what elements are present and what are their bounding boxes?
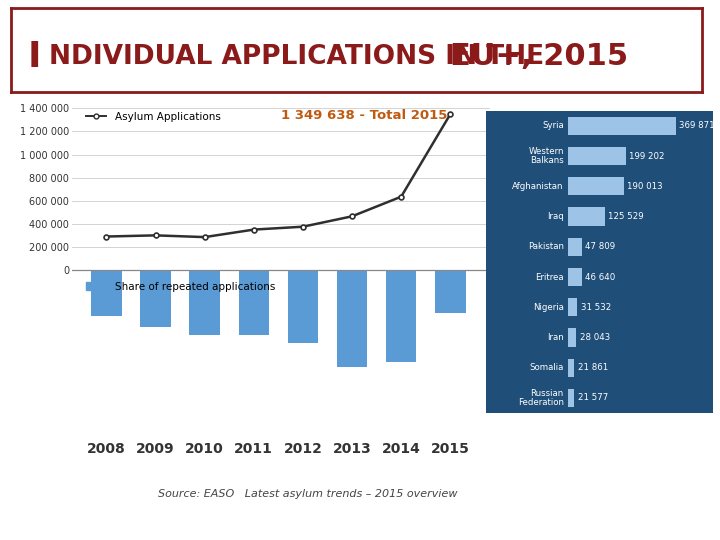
Bar: [288, 270, 318, 343]
Bar: [386, 270, 416, 362]
Legend: Asylum Applications: Asylum Applications: [81, 108, 225, 126]
Text: Afghanistan: Afghanistan: [512, 182, 564, 191]
Bar: [568, 328, 576, 347]
Bar: [568, 117, 676, 135]
Text: Russian
Federation: Russian Federation: [518, 389, 564, 407]
Text: Syria: Syria: [542, 122, 564, 130]
Bar: [568, 147, 626, 165]
Text: 28 043: 28 043: [580, 333, 610, 342]
Text: NDIVIDUAL APPLICATIONS IN THE: NDIVIDUAL APPLICATIONS IN THE: [49, 44, 553, 70]
Bar: [568, 238, 582, 256]
Bar: [568, 268, 582, 286]
Bar: [568, 389, 575, 407]
Bar: [568, 207, 605, 226]
Text: 1 349 638 - Total 2015: 1 349 638 - Total 2015: [281, 109, 447, 123]
Text: 369 871: 369 871: [679, 122, 715, 130]
Text: Source: EASO   Latest asylum trends – 2015 overview: Source: EASO Latest asylum trends – 2015…: [158, 489, 458, 499]
Text: 125 529: 125 529: [608, 212, 644, 221]
Text: 21 861: 21 861: [577, 363, 608, 372]
Legend: Share of repeated applications: Share of repeated applications: [81, 278, 279, 296]
Text: Eritrea: Eritrea: [535, 273, 564, 281]
Text: Western
Balkans: Western Balkans: [528, 147, 564, 165]
Text: Nigeria: Nigeria: [533, 303, 564, 312]
Bar: [91, 270, 122, 316]
Bar: [337, 270, 367, 367]
Text: Iraq: Iraq: [547, 212, 564, 221]
Text: 190 013: 190 013: [627, 182, 662, 191]
Text: Somalia: Somalia: [529, 363, 564, 372]
Text: Pakistan: Pakistan: [528, 242, 564, 251]
Bar: [238, 270, 269, 335]
Text: 31 532: 31 532: [580, 303, 611, 312]
Text: 47 809: 47 809: [585, 242, 616, 251]
Text: I: I: [28, 39, 42, 73]
Bar: [140, 270, 171, 327]
Text: EU+, 2015: EU+, 2015: [451, 42, 629, 71]
Bar: [435, 270, 466, 313]
Text: Iran: Iran: [547, 333, 564, 342]
Bar: [568, 177, 624, 195]
Text: 21 577: 21 577: [577, 394, 608, 402]
Bar: [568, 359, 575, 377]
Text: 46 640: 46 640: [585, 273, 615, 281]
Bar: [189, 270, 220, 335]
Text: 199 202: 199 202: [629, 152, 665, 160]
Bar: [568, 298, 577, 316]
